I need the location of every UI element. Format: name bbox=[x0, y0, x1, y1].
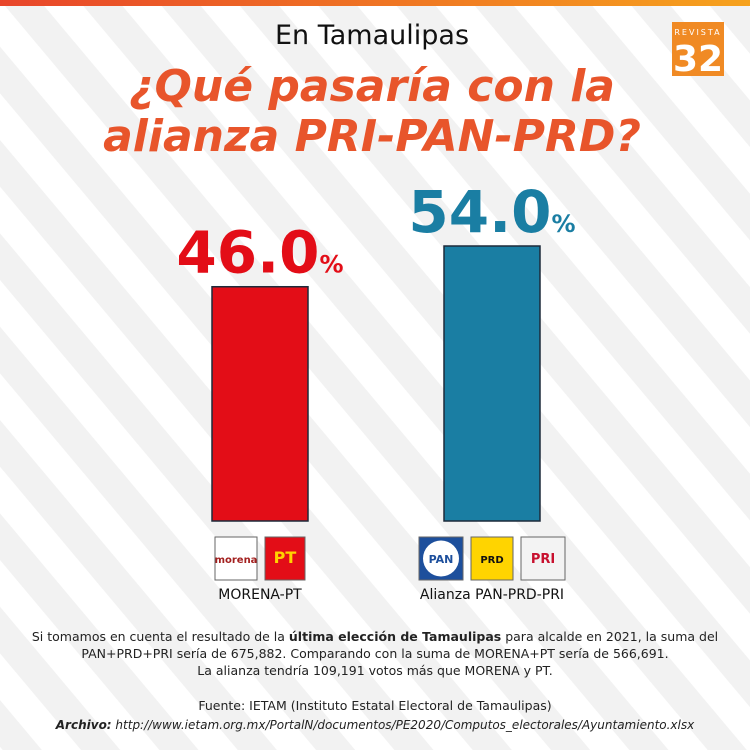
logo-top: REVISTA bbox=[674, 28, 721, 37]
logo-box bbox=[672, 22, 724, 76]
top-bar bbox=[0, 0, 750, 6]
party-logo-text: PAN bbox=[429, 553, 454, 566]
note-part: Si tomamos en cuenta el resultado de la bbox=[32, 629, 289, 644]
archive-url: http://www.ietam.org.mx/PortalN/document… bbox=[112, 718, 696, 732]
party-logo-text: PRI bbox=[531, 552, 555, 567]
title-line: ¿Qué pasaría con la bbox=[129, 61, 615, 112]
kicker: En Tamaulipas bbox=[275, 20, 469, 51]
party-logo-text: PT bbox=[274, 548, 297, 567]
note-part: PAN+PRD+PRI sería de 675,882. Comparando… bbox=[81, 646, 668, 661]
value-number: 54.0 bbox=[408, 178, 551, 246]
party-logo bbox=[520, 536, 566, 581]
party-logo bbox=[470, 536, 514, 581]
title-line: alianza PRI-PAN-PRD? bbox=[103, 111, 641, 162]
party-logo-text: PRD bbox=[480, 555, 503, 566]
note: Si tomamos en cuenta el resultado de la … bbox=[32, 629, 718, 678]
value-unit: % bbox=[320, 251, 344, 279]
note-part: última elección de Tamaulipas bbox=[289, 629, 501, 644]
archive-label: Archivo: bbox=[55, 718, 112, 732]
note-part: para alcalde en 2021, la suma del bbox=[501, 629, 718, 644]
party-logo-circle bbox=[423, 540, 459, 577]
party-logo bbox=[264, 536, 306, 581]
note-part: La alianza tendría 109,191 votos más que… bbox=[197, 663, 552, 678]
value-unit: % bbox=[552, 210, 576, 238]
logo-number: 32 bbox=[673, 39, 723, 80]
value-label: 54.0% bbox=[408, 178, 575, 246]
archive: Archivo: http://www.ietam.org.mx/PortalN… bbox=[55, 718, 695, 732]
chart: 46.0% morena PT MORENA-PT 54.0% PAN PRD PRI Alia… bbox=[176, 178, 575, 603]
party-logo-text: morena bbox=[215, 555, 258, 566]
note-line: La alianza tendría 109,191 votos más que… bbox=[197, 663, 552, 678]
party-logo bbox=[214, 536, 258, 581]
x-tick-label: MORENA-PT bbox=[218, 587, 302, 603]
value-number: 46.0 bbox=[176, 219, 319, 287]
note-line: PAN+PRD+PRI sería de 675,882. Comparando… bbox=[81, 646, 668, 661]
source: Fuente: IETAM (Instituto Estatal Elector… bbox=[198, 698, 551, 713]
bar bbox=[443, 245, 541, 522]
bar bbox=[211, 285, 309, 522]
value-label: 46.0% bbox=[176, 219, 343, 287]
note-line: Si tomamos en cuenta el resultado de la … bbox=[32, 629, 718, 644]
x-tick-label: Alianza PAN-PRD-PRI bbox=[420, 587, 564, 603]
